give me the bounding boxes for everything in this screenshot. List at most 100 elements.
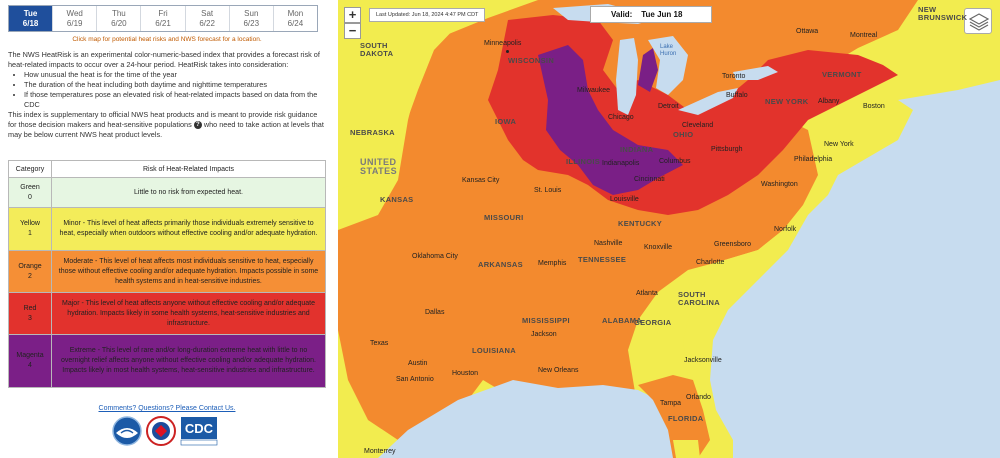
nws-logo-icon[interactable] [146, 416, 176, 446]
day-tab-date: 6/22 [199, 19, 215, 28]
florida-tip [673, 440, 700, 458]
intro-paragraph-2a: This index is supplementary to official … [8, 110, 318, 129]
category-level: 4 [28, 362, 32, 369]
state-label: ARKANSAS [478, 260, 523, 269]
risk-description: Little to no risk from expected heat. [51, 177, 326, 208]
layers-button[interactable] [964, 8, 992, 34]
day-tab-thu[interactable]: Thu 6/20 [97, 6, 142, 31]
city-label: Austin [408, 360, 428, 367]
cdc-logo-icon[interactable]: CDC [180, 416, 218, 446]
city-label: Greensboro [714, 241, 751, 248]
lake-ontario [733, 66, 778, 80]
category-level: 0 [28, 193, 32, 201]
city-label: Atlanta [636, 290, 658, 297]
city-label: Jacksonville [684, 357, 722, 364]
city-label: Philadelphia [794, 156, 833, 163]
category-name: Orange [18, 262, 42, 270]
day-tab-day: Sun [244, 9, 259, 18]
city-label: Memphis [538, 260, 567, 267]
category-cell: Green 0 [8, 177, 52, 208]
city-label: Albany [818, 98, 840, 105]
day-tab-date: 6/23 [243, 19, 260, 28]
category-cell: Yellow 1 [8, 207, 52, 251]
intro-text: The NWS HeatRisk is an experimental colo… [8, 50, 326, 140]
state-label: LOUISIANA [472, 346, 516, 355]
day-tab-day: Thu [111, 9, 126, 18]
city-label: Jackson [531, 331, 557, 338]
city-label: Washington [761, 181, 798, 188]
city-label: Toronto [722, 73, 746, 80]
city-label: Charlotte [696, 259, 725, 266]
day-tab-fri[interactable]: Fri 6/21 [141, 6, 186, 31]
day-tab-wed[interactable]: Wed 6/19 [53, 6, 98, 31]
city-label: Ottawa [796, 28, 819, 35]
zoom-in-button[interactable]: + [344, 7, 361, 23]
agency-logos: CDC [112, 416, 222, 446]
day-tab-tue[interactable]: Tue 6/18 [9, 6, 54, 31]
click-hint: Click map for potential heat risks and N… [72, 36, 262, 43]
city-label: Minneapolis [484, 40, 522, 47]
city-label: Montreal [850, 32, 878, 39]
cdc-logo-text: CDC [185, 421, 214, 436]
state-label: TENNESSEE [578, 255, 627, 264]
day-tab-sun[interactable]: Sun 6/23 [229, 6, 274, 31]
day-tab-sat[interactable]: Sat 6/22 [185, 6, 230, 31]
info-panel: Tue 6/18 Wed 6/19 Thu 6/20 Fri 6/21 Sat 6/22 Sun 6/… [0, 0, 334, 458]
table-row-yellow: Yellow 1 Minor - This level of heat affec… [8, 207, 326, 251]
city-label: Boston [863, 103, 885, 110]
lake-huron [648, 36, 688, 95]
category-level: 3 [28, 314, 32, 322]
city-label: Nashville [594, 240, 623, 247]
state-label: MISSISSIPPI [522, 316, 570, 325]
city-label: New York [824, 141, 854, 148]
intro-paragraph-2: This index is supplementary to official … [8, 110, 326, 140]
table-row-orange: Orange 2 Moderate - This level of heat af… [8, 250, 326, 293]
info-icon[interactable]: ? [193, 121, 202, 130]
day-tab-date: 6/20 [111, 19, 127, 28]
day-tab-day: Mon [287, 9, 304, 18]
intro-bullet: If those temperatures pose an elevated r… [24, 90, 326, 110]
state-label: MISSOURI [484, 213, 524, 222]
intro-bullet: How unusual the heat is for the time of … [24, 70, 326, 80]
category-cell: Orange 2 [8, 250, 52, 293]
day-tabs: Tue 6/18 Wed 6/19 Thu 6/20 Fri 6/21 Sat 6/22 Sun 6/… [8, 5, 318, 32]
noaa-logo-icon[interactable] [112, 416, 142, 446]
intro-bullet: The duration of the heat including both … [24, 80, 326, 90]
city-label: Kansas City [462, 177, 500, 184]
table-header-risk: Risk of Heat-Related Impacts [51, 160, 326, 178]
lake-label: Lake Huron [660, 44, 677, 57]
zoom-out-button[interactable]: − [344, 23, 361, 39]
category-level: 2 [28, 272, 32, 280]
risk-zone-magenta [538, 45, 683, 195]
category-cell: Magenta 4 [8, 334, 52, 388]
map-canvas[interactable] [338, 0, 1000, 458]
state-label: ALABAMA [602, 316, 643, 325]
city-label: Houston [452, 370, 479, 377]
country-label: UNITED STATES [360, 157, 398, 176]
intro-bullets: How unusual the heat is for the time of … [8, 70, 326, 110]
risk-description: Minor - This level of heat affects prima… [51, 207, 326, 251]
city-label: Dallas [425, 309, 445, 316]
state-label: KANSAS [380, 195, 414, 204]
category-level: 1 [28, 230, 32, 237]
lake-michigan [616, 38, 638, 115]
state-label: SOUTH DAKOTA [360, 41, 394, 58]
day-tab-day: Fri [158, 9, 168, 18]
city-label: Knoxville [644, 244, 673, 251]
category-name: Yellow [20, 220, 40, 227]
heatrisk-map[interactable]: + − Last Updated: Jun 18, 2024 4:47 PM C… [338, 0, 1000, 458]
city-label: Buffalo [726, 92, 748, 99]
day-tab-date: 6/18 [22, 19, 39, 28]
lake-erie [678, 88, 738, 115]
day-tab-mon[interactable]: Mon 6/24 [273, 6, 317, 31]
risk-description: Moderate - This level of heat affects mo… [51, 250, 326, 293]
day-tab-day: Sat [201, 9, 214, 18]
day-tab-date: 6/21 [155, 19, 171, 28]
state-label-texas: Texas [370, 340, 389, 347]
day-tab-day: Tue [23, 9, 38, 18]
state-label: KENTUCKY [618, 219, 663, 228]
contact-us-link[interactable]: Comments? Questions? Please Contact Us. [98, 405, 236, 412]
city-label: Orlando [686, 394, 711, 401]
city-dot [506, 50, 509, 53]
table-row-magenta: Magenta 4 Extreme - This level of rare an… [8, 334, 326, 388]
